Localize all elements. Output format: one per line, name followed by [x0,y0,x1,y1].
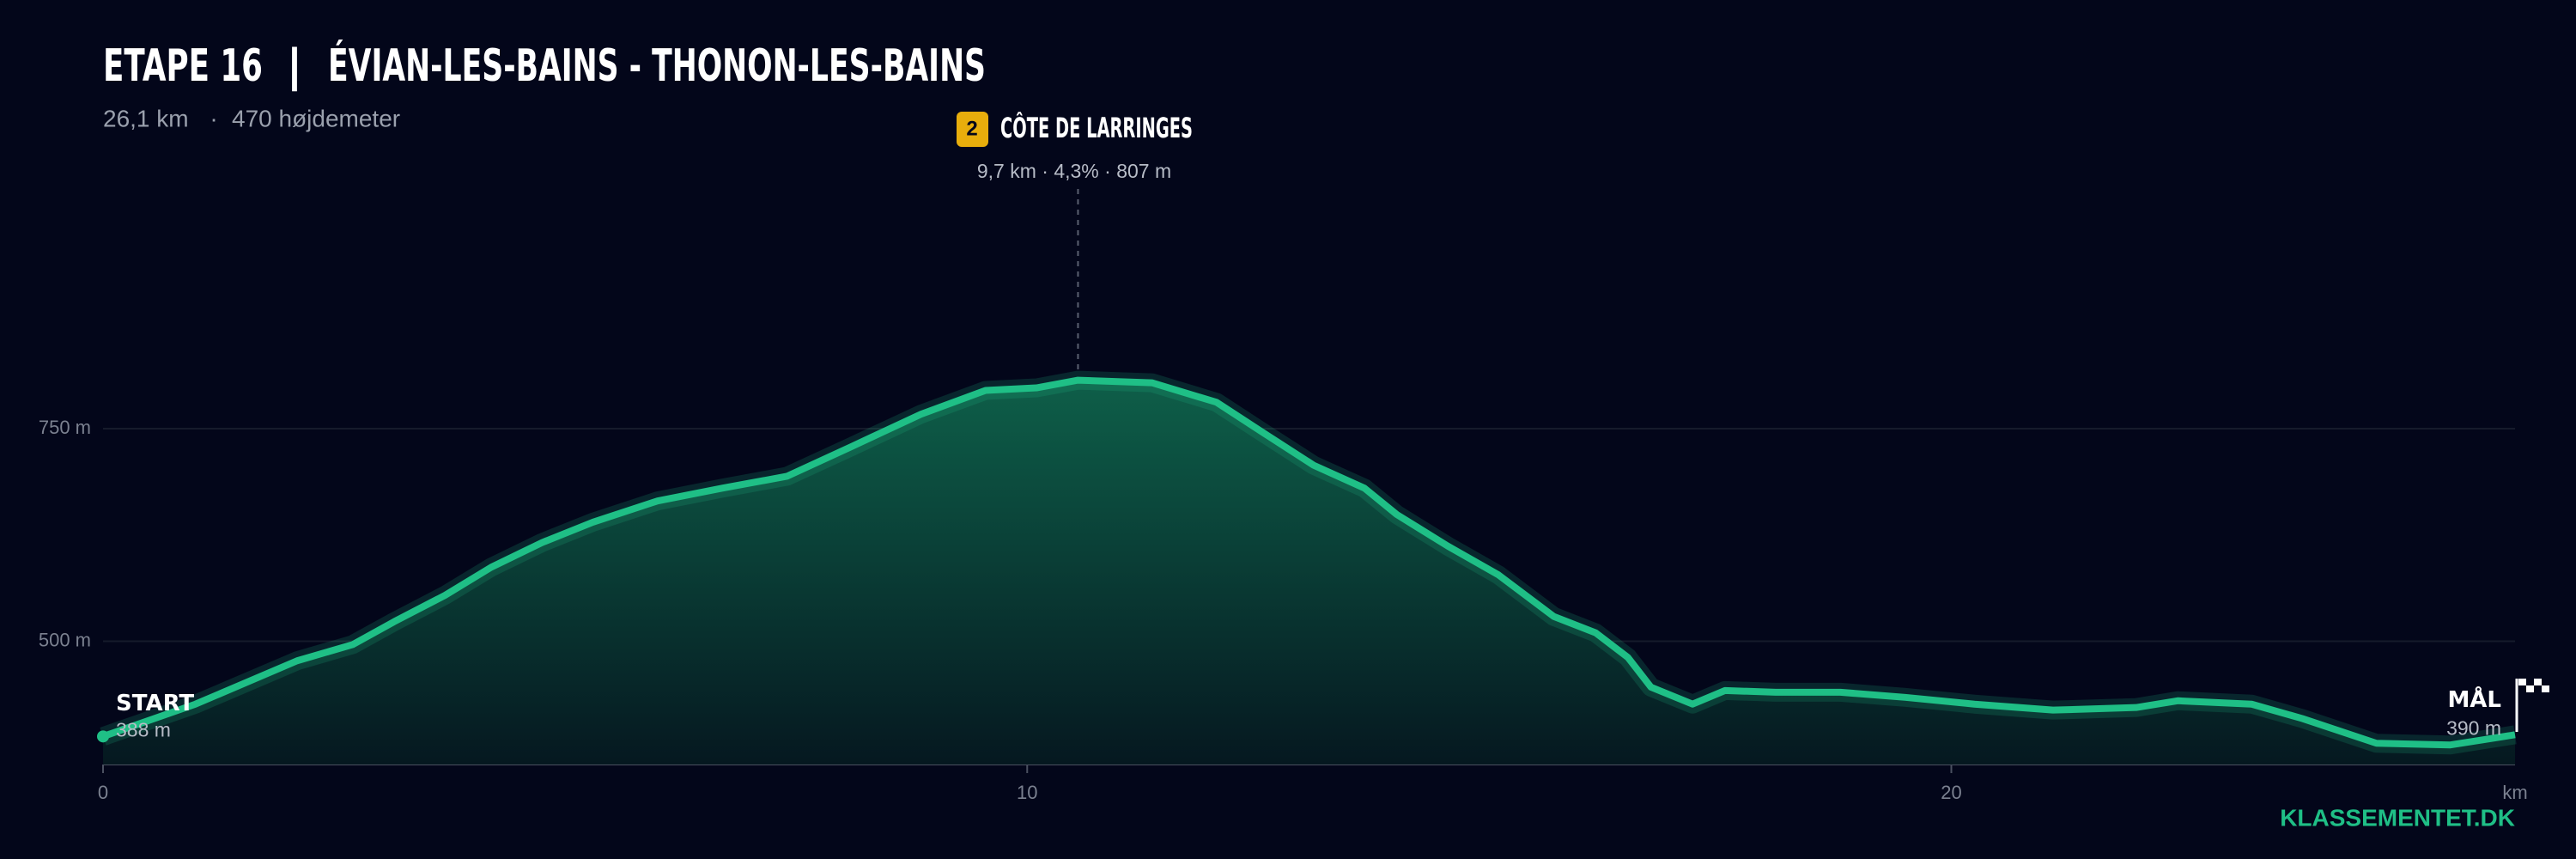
title-separator: | [287,40,303,92]
climb-name: CÔTE DE LARRINGES [1000,111,1193,144]
start-label: START [116,691,194,716]
chart-title: ETAPE 16 [103,40,263,92]
area-fill [103,380,2515,765]
finish-label: MÅL [2447,685,2501,713]
value-label: 388 m [116,718,171,740]
x-tick-label: 0 [98,782,108,803]
route: ÉVIAN-LES-BAINS - THONON-LES-BAINS [328,40,986,92]
subtitle-separator: · [210,105,217,131]
climb-details: 9,7 km · 4,3% · 807 m [977,160,1171,182]
brand: KLASSEMENTET.DK [2280,804,2515,831]
elevation-line [101,376,2516,749]
start-dot [97,730,109,743]
value-label: 390 m [2446,716,2501,739]
climb-category: 2 [966,117,977,140]
y-tick-label: 750 m [39,417,91,438]
elevation-gain: 470 højdemeter [232,105,400,131]
y-tick-label: 500 m [39,629,91,650]
finish-flag [2515,679,2549,732]
x-unit: km [2502,782,2527,803]
climb-badge [957,112,988,147]
x-tick-label: 20 [1941,782,1961,803]
x-tick-label: 10 [1017,782,1037,803]
distance: 26,1 km [103,105,189,131]
